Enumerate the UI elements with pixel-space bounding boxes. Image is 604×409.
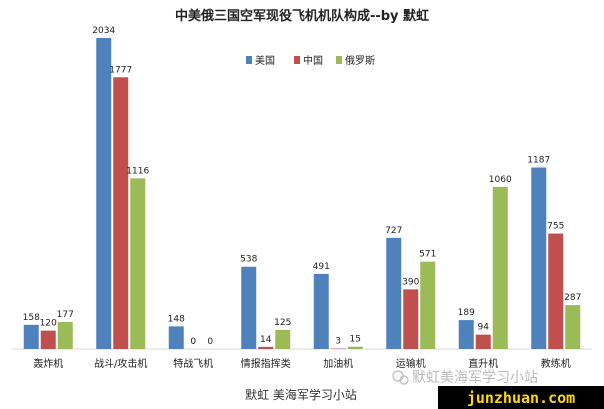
bar — [241, 266, 257, 349]
bar — [565, 305, 581, 349]
category-label: 情报指挥类 — [241, 357, 291, 370]
bar — [275, 329, 291, 349]
bar — [475, 334, 491, 349]
bar-value-label: 125 — [274, 318, 291, 328]
bar-value-label: 14 — [260, 335, 272, 345]
site-badge-text: junzhuan.com — [467, 389, 575, 407]
bar-value-label: 287 — [564, 293, 581, 303]
bar-value-label: 1777 — [109, 65, 132, 75]
bar-value-label: 538 — [240, 255, 257, 265]
bar-value-label: 390 — [402, 277, 419, 287]
legend: 美国 中国 俄罗斯 — [246, 54, 375, 67]
bar-value-label: 148 — [168, 314, 185, 324]
bar — [347, 346, 363, 349]
caption-watermark: 默虹 美海军学习小站 — [245, 387, 357, 402]
bar-value-label: 2034 — [92, 26, 115, 36]
bar-value-label: 158 — [23, 313, 40, 323]
legend-swatch — [294, 56, 300, 64]
bar — [313, 273, 329, 349]
bar — [57, 321, 73, 349]
bar-value-label: 1116 — [126, 166, 149, 176]
bar-value-label: 15 — [350, 335, 361, 345]
legend-label: 俄罗斯 — [345, 54, 375, 67]
wechat-watermark-text: 默虹美海军学习小站 — [412, 370, 538, 386]
bar-value-label: 1060 — [489, 175, 512, 185]
bar — [40, 330, 56, 349]
wechat-icon — [392, 370, 404, 382]
bar — [113, 77, 129, 350]
bar — [96, 38, 112, 349]
site-badge — [438, 386, 604, 409]
category-label: 特战飞机 — [173, 357, 213, 370]
bar-value-label: 727 — [385, 226, 402, 236]
bar — [403, 289, 419, 349]
bar-value-label: 491 — [313, 262, 330, 272]
legend-label: 美国 — [255, 54, 275, 67]
legend-swatch — [336, 56, 342, 64]
category-label: 教练机 — [541, 357, 571, 370]
bar — [548, 233, 564, 349]
bar-value-label: 0 — [207, 337, 213, 347]
bar-value-label: 571 — [419, 250, 436, 260]
bar — [23, 324, 39, 349]
bar — [420, 261, 436, 349]
category-label: 轰炸机 — [33, 357, 63, 370]
bar-value-label: 120 — [40, 319, 57, 329]
wechat-icon-bubble — [399, 375, 409, 385]
chart-title: 中美俄三国空军现役飞机机队构成--by 默虹 — [175, 8, 429, 24]
bar-value-label: 189 — [458, 308, 475, 318]
category-label: 加油机 — [323, 357, 353, 370]
bar — [386, 237, 402, 349]
bar — [258, 346, 274, 349]
legend-swatch — [246, 56, 252, 64]
wechat-watermark: 默虹美海军学习小站 — [392, 370, 538, 386]
bar-value-label: 94 — [478, 323, 490, 333]
bar — [130, 178, 146, 349]
bar — [492, 186, 508, 349]
bar — [168, 326, 184, 349]
category-label: 运输机 — [396, 357, 426, 370]
legend-label: 中国 — [303, 54, 323, 67]
category-label: 直升机 — [468, 357, 498, 370]
category-labels: 轰炸机 战斗/攻击机 特战飞机 情报指挥类 加油机 运输机 直升机 教练机 — [33, 357, 571, 370]
bar-value-label: 0 — [190, 337, 196, 347]
bar — [531, 167, 547, 349]
bar-value-label: 1187 — [527, 156, 550, 166]
bar-value-label: 177 — [57, 310, 74, 320]
category-label: 战斗/攻击机 — [94, 357, 147, 370]
bar — [458, 320, 474, 349]
bar-value-label: 755 — [547, 222, 564, 232]
bars — [23, 38, 581, 350]
bar-value-label: 3 — [335, 337, 341, 347]
